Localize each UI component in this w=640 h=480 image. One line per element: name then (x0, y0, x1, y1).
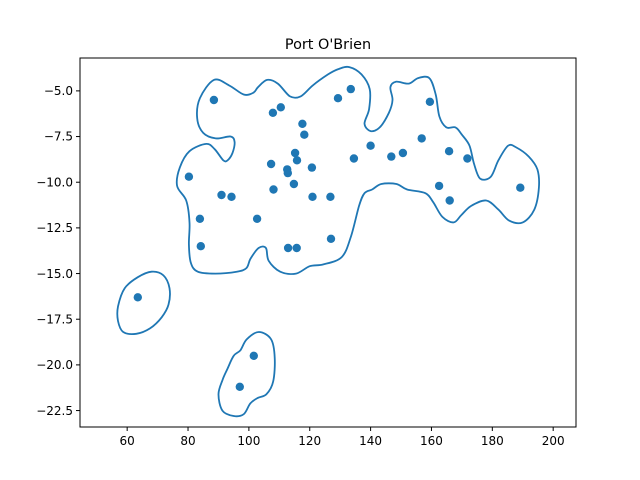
x-tick-label: 120 (298, 434, 321, 448)
data-point (133, 293, 142, 302)
y-tick-label: −5.0 (44, 84, 73, 98)
data-point (366, 141, 375, 150)
data-point (516, 183, 525, 192)
data-point (434, 181, 444, 191)
data-point (289, 179, 299, 189)
data-point (398, 148, 408, 158)
data-point (417, 134, 426, 143)
x-tick-label: 160 (420, 434, 443, 448)
x-tick-label: 200 (542, 434, 565, 448)
data-point (292, 156, 302, 165)
data-point (387, 152, 396, 161)
data-point (300, 130, 309, 139)
y-tick-label: −15.0 (36, 267, 73, 281)
data-point (445, 196, 454, 205)
data-point (326, 192, 335, 201)
data-point (463, 154, 472, 163)
data-point (349, 154, 359, 163)
y-tick-label: −12.5 (36, 221, 73, 235)
data-point (290, 148, 300, 158)
data-point (346, 84, 355, 94)
data-point (308, 192, 317, 201)
data-point (196, 242, 205, 251)
chart-title: Port O'Brien (285, 37, 371, 53)
y-axis-ticks: −5.0 −7.5 −10.0 −12.5 −15.0 −17.5 −20.0 −22.5 (36, 84, 80, 418)
region-outline-3 (217, 331, 276, 418)
data-point (276, 103, 285, 112)
x-axis-ticks: 60 80 100 120 140 160 180 200 (120, 427, 565, 448)
data-point (268, 108, 278, 118)
data-point (283, 168, 292, 178)
x-tick-label: 140 (359, 434, 382, 448)
data-point (266, 159, 276, 169)
region-outlines (116, 65, 541, 418)
region-outline-2 (116, 270, 171, 335)
x-tick-label: 60 (120, 434, 135, 448)
data-point (235, 382, 244, 391)
data-point (227, 192, 236, 201)
y-tick-label: −7.5 (44, 130, 73, 144)
axes (79, 57, 577, 428)
data-point (307, 163, 317, 172)
data-point (333, 94, 343, 103)
data-point (217, 190, 226, 200)
x-tick-label: 100 (237, 434, 260, 448)
plot-frame (79, 57, 577, 428)
data-point (195, 214, 205, 223)
y-tick-label: −17.5 (36, 312, 73, 326)
region-outline-1 (175, 65, 541, 275)
data-point (269, 185, 278, 194)
data-point (425, 97, 435, 107)
data-point (444, 147, 454, 156)
data-point (298, 119, 307, 128)
data-point (184, 172, 194, 181)
y-tick-label: −20.0 (36, 358, 73, 372)
data-point (249, 351, 258, 360)
data-point (209, 95, 219, 105)
data-points (133, 84, 525, 391)
y-tick-label: −22.5 (36, 404, 73, 418)
y-tick-label: −10.0 (36, 175, 73, 189)
x-tick-label: 80 (180, 434, 195, 448)
data-point (252, 214, 262, 223)
x-tick-label: 180 (481, 434, 504, 448)
data-point (292, 243, 301, 253)
data-point (283, 243, 293, 253)
data-point (326, 234, 336, 243)
